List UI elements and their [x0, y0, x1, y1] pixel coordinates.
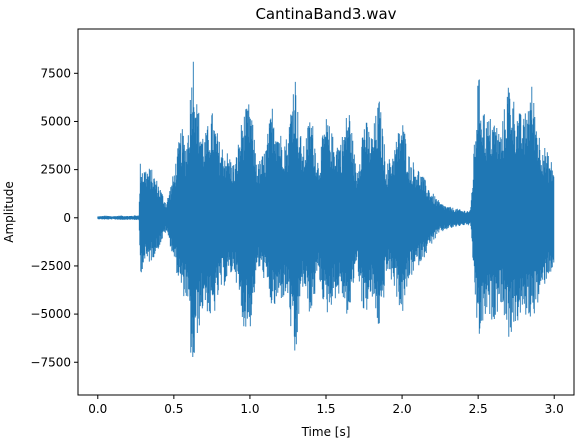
y-tick-label: 5000 [40, 114, 71, 128]
plot-area [77, 28, 575, 396]
x-tick-label: 2.0 [393, 402, 412, 416]
x-tick-label: 0.0 [88, 402, 107, 416]
y-tick-label: 0 [63, 211, 71, 225]
x-tick-label: 3.0 [545, 402, 564, 416]
x-tick-label: 0.5 [164, 402, 183, 416]
y-tick-label: −7500 [30, 355, 71, 369]
y-axis: −7500 −5000 −2500 0 2500 5000 7500 [30, 66, 78, 369]
chart-title: CantinaBand3.wav [255, 5, 396, 23]
y-tick-label: −5000 [30, 307, 71, 321]
x-axis-label: Time [s] [301, 425, 351, 439]
y-axis-label: Amplitude [2, 181, 16, 243]
x-axis: 0.0 0.5 1.0 1.5 2.0 2.5 3.0 [88, 395, 564, 416]
y-tick-label: 7500 [40, 66, 71, 80]
waveform-series [97, 61, 555, 357]
x-tick-label: 2.5 [469, 402, 488, 416]
y-tick-label: −2500 [30, 259, 71, 273]
series-group [97, 61, 555, 357]
x-tick-label: 1.0 [240, 402, 259, 416]
x-tick-label: 1.5 [316, 402, 335, 416]
y-tick-label: 2500 [40, 163, 71, 177]
